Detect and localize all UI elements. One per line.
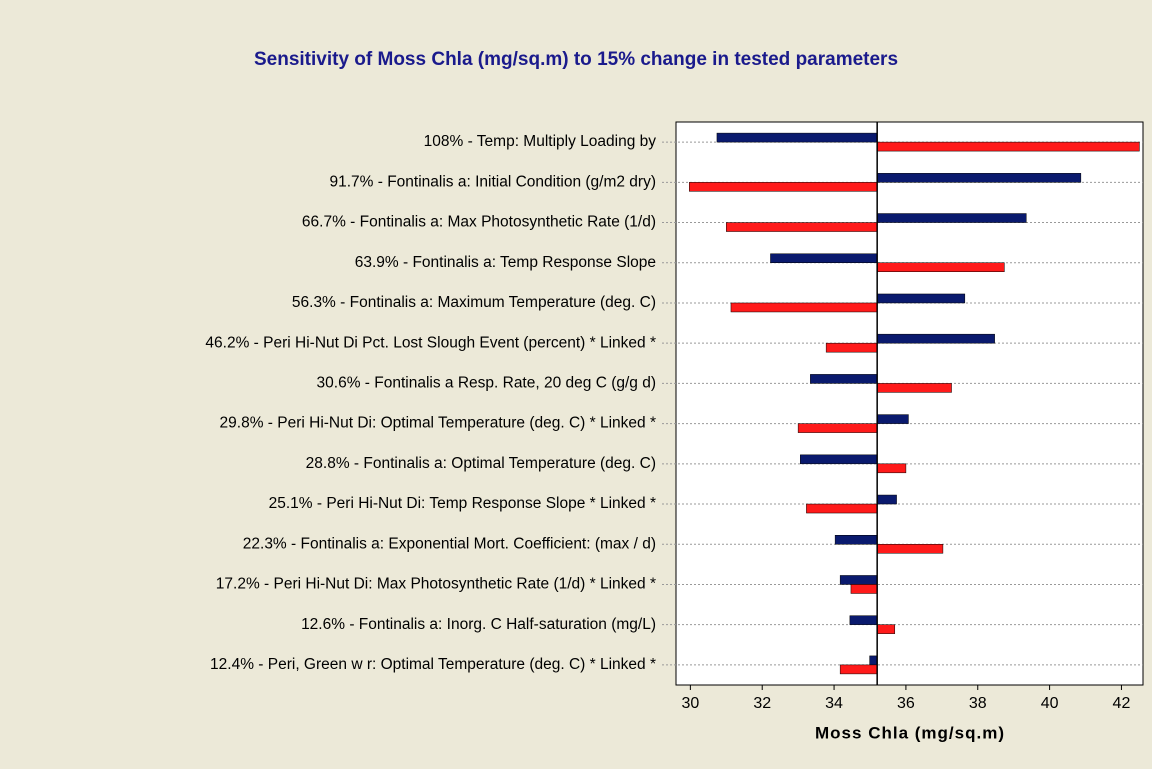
x-axis-label: Moss Chla (mg/sq.m) [815, 723, 1005, 742]
x-tick-label: 34 [825, 695, 843, 712]
bar [797, 423, 878, 433]
y-tick-label: 108% - Temp: Multiply Loading by [424, 133, 657, 150]
bar [800, 454, 878, 465]
y-tick-label: 25.1% - Peri Hi-Nut Di: Temp Response Sl… [269, 495, 656, 512]
x-tick-label: 40 [1041, 695, 1059, 712]
chart-title: Sensitivity of Moss Chla (mg/sq.m) to 15… [254, 49, 898, 70]
bar [770, 253, 878, 263]
y-tick-label: 66.7% - Fontinalis a: Max Photosynthetic… [302, 214, 656, 231]
x-tick-label: 42 [1113, 695, 1131, 712]
x-tick-label: 32 [753, 695, 771, 712]
y-tick-label: 56.3% - Fontinalis a: Maximum Temperatur… [292, 294, 656, 311]
bar [839, 664, 878, 675]
bar [876, 414, 909, 424]
bar [825, 342, 878, 353]
bar [806, 503, 878, 514]
y-tick-label: 63.9% - Fontinalis a: Temp Response Slop… [355, 254, 656, 271]
y-tick-label: 12.4% - Peri, Green w r: Optimal Tempera… [210, 656, 656, 673]
y-tick-label: 46.2% - Peri Hi-Nut Di Pct. Lost Slough … [205, 334, 656, 351]
bar [876, 262, 1005, 272]
bar [839, 575, 878, 585]
y-tick-label: 28.8% - Fontinalis a: Optimal Temperatur… [306, 455, 656, 472]
bar [869, 655, 878, 666]
y-tick-label: 30.6% - Fontinalis a Resp. Rate, 20 deg … [317, 374, 656, 391]
bar [834, 535, 878, 545]
bar [876, 544, 944, 554]
bar [876, 333, 995, 344]
bar [876, 293, 966, 304]
x-tick-label: 38 [969, 695, 987, 712]
bar [876, 141, 1140, 152]
x-tick-label: 30 [681, 695, 699, 712]
x-tick-label: 36 [897, 695, 915, 712]
bar [716, 132, 878, 143]
y-tick-label: 22.3% - Fontinalis a: Exponential Mort. … [243, 535, 656, 552]
bar [726, 222, 878, 232]
bar [876, 494, 897, 505]
bar [876, 173, 1082, 183]
y-tick-label: 17.2% - Peri Hi-Nut Di: Max Photosynthet… [216, 576, 656, 593]
bar [689, 182, 878, 192]
plot-area [675, 121, 1144, 686]
y-tick-label: 29.8% - Peri Hi-Nut Di: Optimal Temperat… [220, 415, 656, 432]
bar [876, 624, 896, 634]
bar [876, 213, 1027, 223]
bar [810, 374, 878, 384]
bar [876, 463, 907, 474]
y-tick-label: 12.6% - Fontinalis a: Inorg. C Half-satu… [301, 616, 656, 633]
bar [730, 302, 878, 313]
bar [850, 584, 878, 594]
bar [849, 615, 878, 625]
y-tick-label: 91.7% - Fontinalis a: Initial Condition … [329, 173, 656, 190]
bar [876, 383, 952, 393]
